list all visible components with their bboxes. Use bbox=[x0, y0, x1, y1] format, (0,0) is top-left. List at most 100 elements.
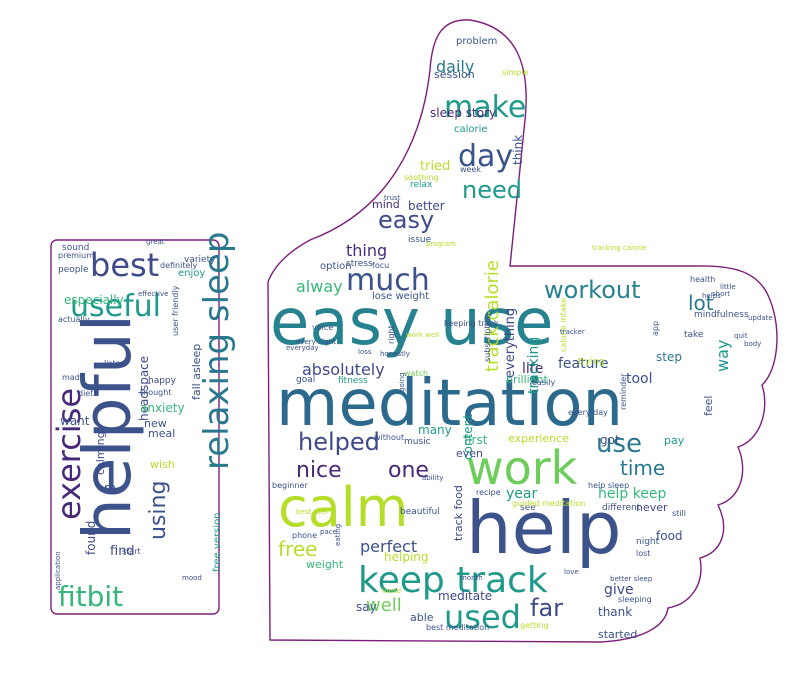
cloud-word: take bbox=[684, 330, 704, 340]
cloud-word: people bbox=[58, 265, 89, 275]
cloud-word: honestly bbox=[380, 350, 410, 358]
cloud-word: start bbox=[122, 547, 141, 556]
cloud-word: help keep bbox=[598, 486, 667, 502]
cloud-word: exercise bbox=[50, 388, 88, 520]
cloud-word: problem bbox=[456, 36, 497, 47]
cloud-word: using bbox=[146, 481, 171, 540]
cloud-word: right bbox=[387, 325, 396, 344]
cloud-word: meal bbox=[148, 427, 175, 440]
cloud-word: alway bbox=[296, 277, 343, 296]
cloud-word: help bbox=[466, 486, 622, 570]
cloud-word: lose weight bbox=[372, 291, 429, 302]
cloud-word: little bbox=[720, 283, 736, 291]
cloud-word: program bbox=[426, 240, 456, 248]
cloud-word: reminder bbox=[619, 373, 628, 410]
cloud-word: easily bbox=[532, 378, 555, 387]
cloud-word: want bbox=[60, 414, 90, 428]
cloud-word: thing bbox=[346, 241, 387, 260]
cloud-word: effective bbox=[138, 290, 168, 298]
cloud-word: every night bbox=[296, 338, 336, 346]
cloud-word: find bbox=[110, 544, 135, 559]
cloud-word: best ever bbox=[296, 508, 329, 516]
cloud-word: re bbox=[104, 481, 116, 495]
cloud-word: easy use bbox=[270, 286, 553, 360]
cloud-word: better sleep bbox=[610, 575, 653, 583]
cloud-word: fall asleep bbox=[190, 344, 203, 400]
cloud-word: fitness bbox=[338, 376, 368, 386]
cloud-word: able bbox=[410, 611, 434, 624]
cloud-word: much bbox=[346, 263, 430, 298]
cloud-word: year bbox=[506, 486, 537, 502]
cloud-word: lot bbox=[688, 291, 714, 315]
cloud-word: feel bbox=[702, 396, 715, 416]
cloud-word: best bbox=[90, 246, 159, 284]
cloud-word: helps bbox=[702, 292, 721, 300]
cloud-word: variety bbox=[184, 255, 216, 265]
cloud-word: calming bbox=[94, 431, 107, 475]
cloud-word: meditate bbox=[438, 589, 492, 603]
cloud-word: premium bbox=[58, 251, 94, 260]
cloud-word: stress bbox=[346, 259, 373, 269]
cloud-word: helped bbox=[298, 428, 380, 456]
cloud-word: week bbox=[460, 165, 481, 174]
cloud-word: free bbox=[278, 537, 317, 561]
cloud-word: life bbox=[522, 361, 543, 377]
cloud-word: started bbox=[598, 628, 637, 641]
cloud-word: mood bbox=[182, 574, 202, 582]
cloud-word: way bbox=[713, 340, 732, 372]
cloud-word: goal bbox=[296, 375, 315, 385]
cloud-word: night bbox=[636, 537, 660, 547]
cloud-word: brilliant bbox=[506, 373, 548, 386]
cloud-word: lost bbox=[636, 549, 650, 558]
cloud-word: still bbox=[672, 509, 686, 518]
cloud-word: tracker bbox=[560, 328, 585, 336]
palm-outline bbox=[50, 239, 220, 615]
cloud-word: perfect bbox=[360, 537, 417, 556]
cloud-word: well bbox=[366, 595, 402, 616]
cloud-word: keeping track bbox=[444, 319, 499, 328]
cloud-word: beginner bbox=[272, 481, 308, 490]
cloud-word: need bbox=[462, 176, 522, 204]
cloud-word: simple bbox=[502, 68, 528, 77]
cloud-word: soothing bbox=[404, 173, 439, 182]
cloud-word: give bbox=[604, 582, 634, 598]
cloud-word: better bbox=[408, 199, 445, 213]
cloud-word: mindfulness bbox=[694, 310, 749, 320]
cloud-word: helping bbox=[384, 550, 429, 564]
cloud-word: help sleep bbox=[588, 481, 629, 490]
cloud-word: short bbox=[712, 290, 730, 298]
cloud-word: one bbox=[388, 458, 429, 483]
cloud-word: made bbox=[62, 373, 85, 382]
cloud-word: far bbox=[530, 594, 563, 622]
cloud-word: free version bbox=[212, 512, 223, 572]
cloud-word: diet bbox=[78, 389, 93, 398]
cloud-word: especially bbox=[64, 293, 124, 307]
cloud-word: daily bbox=[436, 57, 474, 76]
cloud-word: love bbox=[564, 568, 579, 576]
cloud-word: think bbox=[511, 135, 525, 165]
cloud-word: easy bbox=[378, 206, 434, 234]
cloud-word: headspace bbox=[137, 356, 151, 421]
cloud-word: calorie intake bbox=[559, 298, 568, 352]
cloud-word: thank bbox=[598, 605, 632, 619]
cloud-word: trying bbox=[578, 357, 604, 367]
cloud-word: health bbox=[690, 275, 715, 284]
cloud-word: nice bbox=[296, 458, 342, 483]
cloud-word: calm bbox=[278, 476, 408, 539]
cloud-word: mind bbox=[372, 198, 400, 211]
cloud-word: wish bbox=[150, 458, 175, 471]
cloud-word: body bbox=[744, 340, 761, 348]
cloud-word: food bbox=[656, 529, 683, 543]
cloud-word: absolutely bbox=[302, 360, 385, 379]
cloud-word: tracking bbox=[526, 337, 542, 394]
cloud-word: first bbox=[464, 433, 488, 447]
cloud-word: voice bbox=[312, 323, 333, 332]
cloud-word: session bbox=[434, 68, 475, 81]
cloud-word: keep track bbox=[358, 560, 548, 601]
cloud-word: pay bbox=[664, 434, 685, 447]
cloud-word: everyday bbox=[286, 344, 319, 352]
cloud-word: anxiety bbox=[140, 401, 185, 415]
cloud-word: recipe bbox=[476, 488, 501, 497]
cloud-word: loved bbox=[382, 587, 401, 595]
